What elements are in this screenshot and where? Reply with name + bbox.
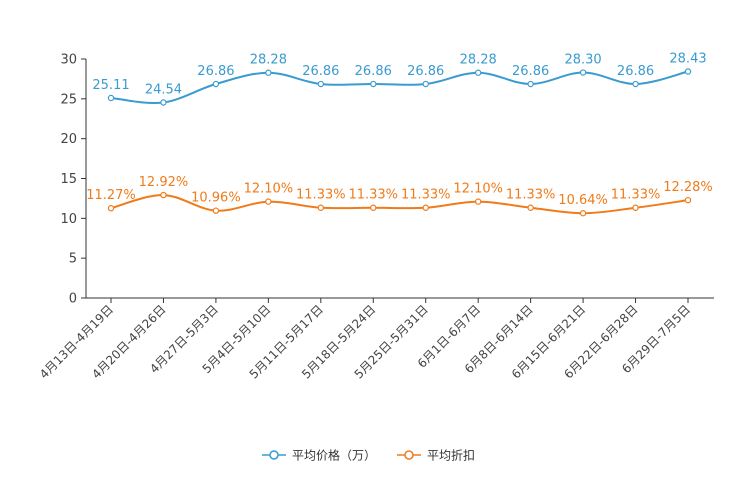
y-tick-label: 0 <box>69 292 77 307</box>
data-label: 24.54 <box>145 82 182 97</box>
data-point[interactable] <box>317 80 325 88</box>
data-label: 28.28 <box>250 53 287 68</box>
data-point[interactable] <box>579 210 587 217</box>
legend-item-1[interactable]: 平均折扣 <box>397 448 475 463</box>
data-point[interactable] <box>212 207 220 214</box>
data-label: 26.86 <box>197 64 234 79</box>
legend-item-0[interactable]: 平均价格（万） <box>262 448 376 463</box>
data-label: 11.33% <box>348 188 398 203</box>
data-label: 12.92% <box>139 175 189 190</box>
data-point[interactable] <box>579 69 587 76</box>
data-label: 10.64% <box>558 193 608 208</box>
data-point[interactable] <box>527 80 534 88</box>
y-tick-label: 5 <box>69 252 77 267</box>
data-label: 11.33% <box>506 188 556 203</box>
data-label: 26.86 <box>512 64 549 79</box>
legend-marker-icon <box>404 450 414 460</box>
data-point[interactable] <box>212 80 220 88</box>
data-label: 11.33% <box>296 188 346 203</box>
data-point[interactable] <box>684 196 692 204</box>
series-line-0 <box>110 70 689 105</box>
series-group <box>107 68 692 217</box>
data-label: 12.10% <box>244 182 294 197</box>
data-point[interactable] <box>160 99 167 106</box>
data-label: 28.30 <box>564 53 601 68</box>
data-point[interactable] <box>474 198 482 205</box>
legend-label: 平均折扣 <box>427 448 475 463</box>
data-point[interactable] <box>107 205 115 212</box>
data-label: 28.28 <box>460 53 497 68</box>
data-point[interactable] <box>370 80 377 88</box>
data-point[interactable] <box>422 204 429 211</box>
data-point[interactable] <box>527 204 534 211</box>
data-point[interactable] <box>370 204 377 211</box>
data-point[interactable] <box>265 198 272 205</box>
data-label: 26.86 <box>355 64 392 79</box>
data-point[interactable] <box>632 204 639 211</box>
data-point[interactable] <box>422 80 429 88</box>
data-point[interactable] <box>265 69 272 76</box>
data-labels: 25.11 24.54 26.86 28.28 26.86 26.86 26.86 28.28… <box>86 52 713 209</box>
data-label: 28.43 <box>669 52 706 67</box>
data-label: 26.86 <box>302 64 339 79</box>
legend[interactable]: 平均价格（万） 平均折扣 <box>262 448 475 463</box>
y-tick-label: 25 <box>60 92 77 107</box>
data-point[interactable] <box>474 69 482 76</box>
data-label: 11.27% <box>86 188 136 203</box>
legend-label: 平均价格（万） <box>292 448 376 463</box>
data-label: 11.33% <box>401 188 451 203</box>
legend-marker-icon <box>269 450 279 460</box>
y-tick-label: 15 <box>60 172 77 187</box>
data-label: 12.28% <box>663 180 713 195</box>
data-point[interactable] <box>160 191 167 199</box>
data-point[interactable] <box>632 80 639 88</box>
data-label: 12.10% <box>453 182 503 197</box>
data-label: 10.96% <box>191 191 241 206</box>
data-label: 26.86 <box>407 64 444 79</box>
y-tick-label: 30 <box>60 53 77 68</box>
y-tick-label: 10 <box>60 212 77 227</box>
data-point[interactable] <box>317 204 325 211</box>
data-label: 25.11 <box>92 78 129 93</box>
data-label: 26.86 <box>617 64 654 79</box>
data-label: 11.33% <box>611 188 661 203</box>
data-point[interactable] <box>684 68 692 75</box>
data-point[interactable] <box>107 94 115 102</box>
series-line-1 <box>110 194 689 215</box>
y-tick-label: 20 <box>60 132 77 147</box>
